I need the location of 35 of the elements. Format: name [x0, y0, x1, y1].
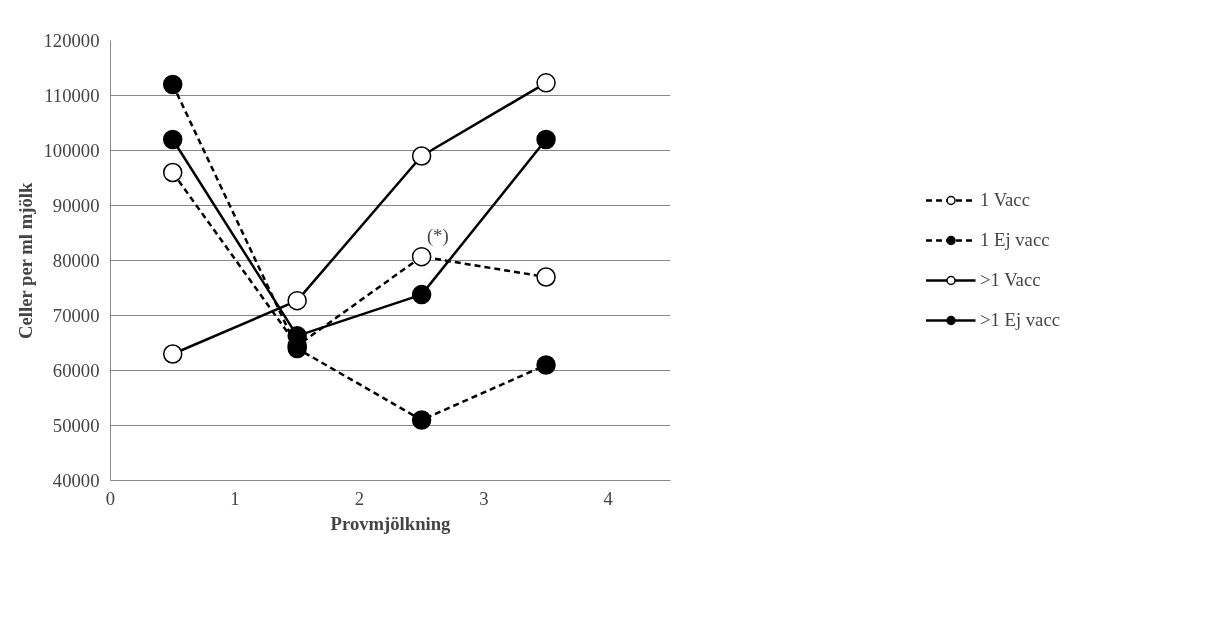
x-tick-label: 3	[479, 487, 489, 509]
legend-label: 1 Vacc	[980, 189, 1030, 211]
y-tick-label: 100000	[43, 140, 100, 161]
x-axis-title: Provmjölkning	[330, 512, 452, 534]
annotation: (*)	[426, 225, 449, 248]
y-tick-label: 40000	[52, 470, 100, 491]
point	[287, 326, 307, 346]
point	[162, 344, 183, 364]
point	[536, 355, 556, 375]
legend-label: >1 Ej vacc	[980, 309, 1060, 331]
point	[162, 162, 183, 183]
y-tick-label: 60000	[52, 360, 100, 381]
y-tick-label: 110000	[44, 85, 100, 106]
point	[411, 284, 432, 305]
point	[536, 129, 556, 150]
point	[536, 73, 556, 93]
point	[411, 410, 432, 430]
x-tick-label: 4	[603, 487, 614, 509]
y-tick-label: 80000	[52, 250, 100, 271]
x-tick-label: 0	[105, 487, 116, 509]
point	[411, 146, 432, 166]
point	[162, 129, 183, 150]
y-tick-label: 90000	[52, 195, 100, 216]
point	[411, 246, 432, 267]
point	[287, 290, 307, 311]
legend-label: 1 Ej vacc	[980, 229, 1050, 251]
x-tick-label: 1	[230, 487, 240, 509]
legend-label: >1 Vacc	[980, 269, 1041, 291]
y-tick-label: 70000	[52, 305, 100, 326]
point	[536, 267, 556, 287]
y-axis-title: Celler per ml mjölk	[14, 182, 36, 339]
y-tick-label: 50000	[52, 415, 100, 436]
point	[162, 74, 183, 95]
y-tick-label: 120000	[43, 30, 100, 51]
x-tick-label: 2	[354, 487, 365, 509]
